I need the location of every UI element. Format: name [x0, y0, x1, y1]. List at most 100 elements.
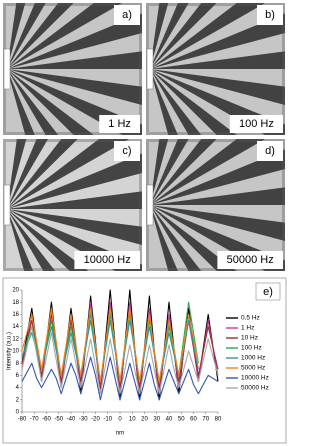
dark-stripe — [7, 209, 142, 245]
dark-stripe — [7, 3, 26, 69]
series-line — [21, 326, 219, 395]
x-tick-label: -70 — [30, 417, 39, 423]
dark-stripe — [7, 191, 142, 209]
figure: e) nm Intensity (a.u.) a) 1 Hz b) 100 Hz c) 1… — [2, 3, 287, 444]
scale-marker — [3, 48, 11, 90]
dark-stripe — [150, 3, 169, 69]
y-tick-label: 6 — [16, 373, 20, 379]
dark-stripe — [150, 205, 237, 271]
scale-marker — [146, 184, 154, 226]
dark-stripe — [7, 13, 142, 69]
y-tick-label: 4 — [16, 385, 20, 391]
y-tick-label: 8 — [16, 361, 20, 367]
dark-stripe — [7, 153, 142, 209]
legend-label: 5000 Hz — [241, 365, 265, 372]
dark-stripe — [150, 3, 266, 69]
legend-label: 50000 Hz — [241, 385, 269, 392]
legend-label: 10000 Hz — [241, 375, 269, 382]
legend-label: 100 Hz — [241, 345, 262, 352]
x-axis-label: nm — [116, 431, 124, 437]
legend-label: 1000 Hz — [241, 355, 265, 362]
x-tick-label: 40 — [166, 417, 173, 423]
x-tick-label: 80 — [215, 417, 222, 423]
x-tick-label: -10 — [103, 417, 112, 423]
panel-label: a) — [122, 9, 132, 21]
x-tick-label: 30 — [153, 417, 160, 423]
label-box — [114, 5, 140, 25]
y-tick-label: 18 — [12, 300, 19, 306]
x-tick-label: -60 — [42, 417, 51, 423]
dark-stripe — [150, 3, 189, 69]
dark-stripe — [7, 209, 56, 271]
y-tick-label: 2 — [16, 397, 20, 403]
y-tick-label: 12 — [12, 336, 19, 342]
freq-box — [217, 251, 283, 269]
x-tick-label: 0 — [118, 417, 122, 423]
dark-stripe — [7, 139, 49, 209]
freq-box — [99, 115, 140, 133]
x-tick-label: 60 — [190, 417, 197, 423]
dark-stripe — [7, 69, 59, 135]
dark-stripe — [150, 205, 285, 241]
y-axis-label: Intensity (a.u.) — [7, 332, 13, 370]
series-line — [21, 319, 199, 383]
dark-stripe — [7, 139, 27, 209]
panel-label: d) — [265, 145, 275, 157]
dark-stripe — [150, 139, 266, 205]
series-line — [21, 307, 199, 383]
dark-stripe — [150, 69, 237, 135]
panel-label: b) — [265, 9, 275, 21]
legend-label: 0.5 Hz — [241, 315, 260, 322]
dark-stripe — [150, 205, 178, 271]
y-tick-label: 14 — [12, 324, 19, 330]
chart-label-box — [255, 282, 281, 301]
page: {"panels": [ {"label": "a)", "freq": "1 … — [2, 3, 287, 444]
chart-label: e) — [263, 286, 273, 298]
dark-stripe — [150, 139, 169, 205]
dark-stripe — [7, 3, 74, 69]
x-tick-label: -20 — [91, 417, 100, 423]
dark-stripe — [150, 69, 178, 135]
dark-stripe — [150, 187, 285, 205]
dark-stripe — [150, 13, 285, 69]
y-tick-label: 0 — [16, 410, 20, 416]
scale-marker — [146, 48, 154, 90]
x-tick-label: -80 — [18, 417, 27, 423]
dark-stripe — [150, 3, 217, 69]
label-box — [114, 141, 140, 161]
dark-stripe — [7, 69, 35, 135]
x-tick-label: -40 — [67, 417, 76, 423]
label-box — [257, 141, 283, 161]
scale-marker — [3, 184, 11, 226]
x-tick-label: 10 — [129, 417, 136, 423]
dark-stripe — [150, 139, 189, 205]
series-line — [21, 356, 219, 401]
series-line — [21, 301, 199, 383]
dark-stripe — [7, 139, 78, 209]
y-tick-label: 10 — [12, 349, 19, 355]
x-tick-label: -30 — [79, 417, 88, 423]
freq-box — [229, 115, 283, 133]
dark-stripe — [7, 209, 89, 271]
dark-stripe — [150, 69, 202, 135]
x-tick-label: -50 — [54, 417, 63, 423]
dark-stripe — [7, 139, 130, 209]
dark-stripe — [150, 205, 202, 271]
x-tick-label: 50 — [178, 417, 185, 423]
chart-frame — [2, 277, 287, 444]
dark-stripe — [150, 69, 285, 105]
label-box — [257, 5, 283, 25]
freq-box — [74, 251, 140, 269]
dark-stripe — [7, 3, 123, 69]
x-tick-label: 20 — [141, 417, 148, 423]
dark-stripe — [7, 51, 142, 69]
y-tick-label: 16 — [12, 312, 19, 318]
y-tick-label: 20 — [12, 288, 19, 294]
dark-stripe — [7, 69, 142, 105]
panel-label: c) — [122, 145, 131, 157]
freq-label: 10000 Hz — [84, 254, 131, 266]
dark-stripe — [150, 51, 285, 69]
freq-label: 1 Hz — [108, 118, 131, 130]
legend-label: 10 Hz — [241, 335, 258, 342]
legend-label: 1 Hz — [241, 325, 254, 332]
